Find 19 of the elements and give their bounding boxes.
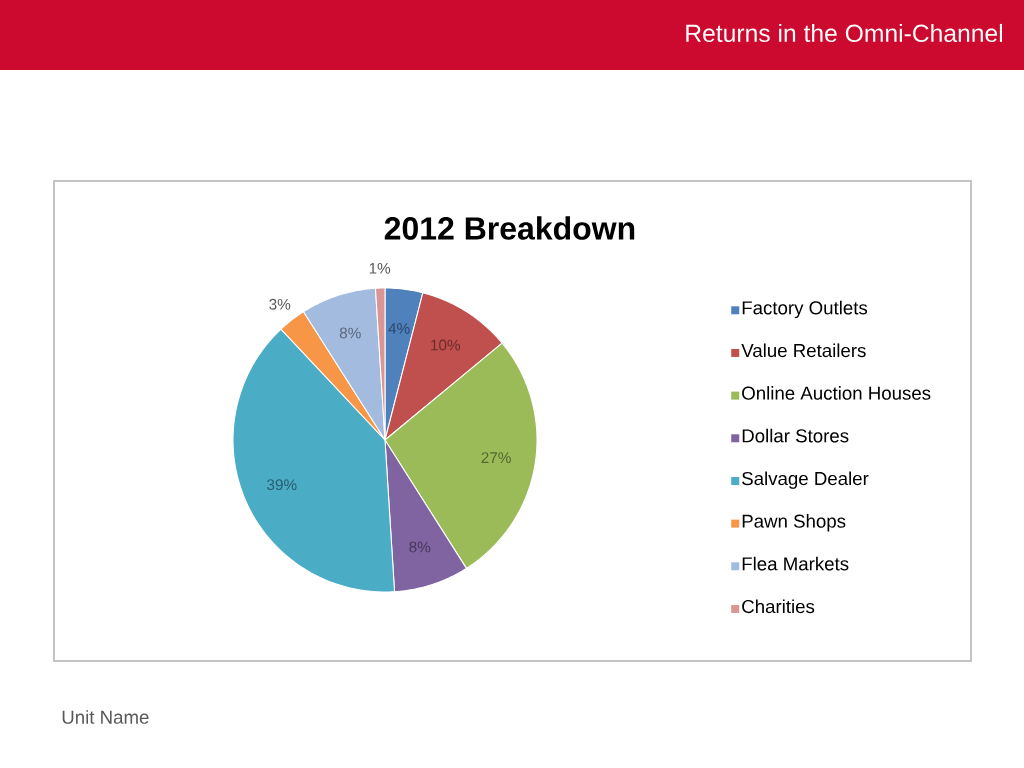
data-label: 3% (269, 298, 291, 310)
data-label: 1% (369, 262, 391, 274)
data-label: 8% (409, 541, 431, 553)
data-label: 4% (388, 323, 410, 334)
legend-label: Salvage Dealer (742, 471, 869, 489)
legend-label: Value Retailers (741, 343, 866, 358)
data-label: 8% (339, 327, 361, 339)
legend-label: Factory Outlets (742, 300, 868, 319)
legend-label: Charities (742, 599, 815, 614)
chart-title: 2012 Breakdown (384, 216, 635, 240)
legend-label: Online Auction Houses (742, 386, 931, 400)
data-label: 27% (481, 452, 511, 463)
legend-label: Dollar Stores (742, 428, 849, 443)
legend-label: Flea Markets (742, 556, 849, 571)
data-label: 10% (431, 339, 461, 351)
data-label: 39% (267, 479, 297, 491)
legend-label: Pawn Shops (742, 514, 846, 532)
text: Returns in the Omni-Channel (686, 23, 1003, 43)
text: Unit Name (62, 710, 149, 724)
